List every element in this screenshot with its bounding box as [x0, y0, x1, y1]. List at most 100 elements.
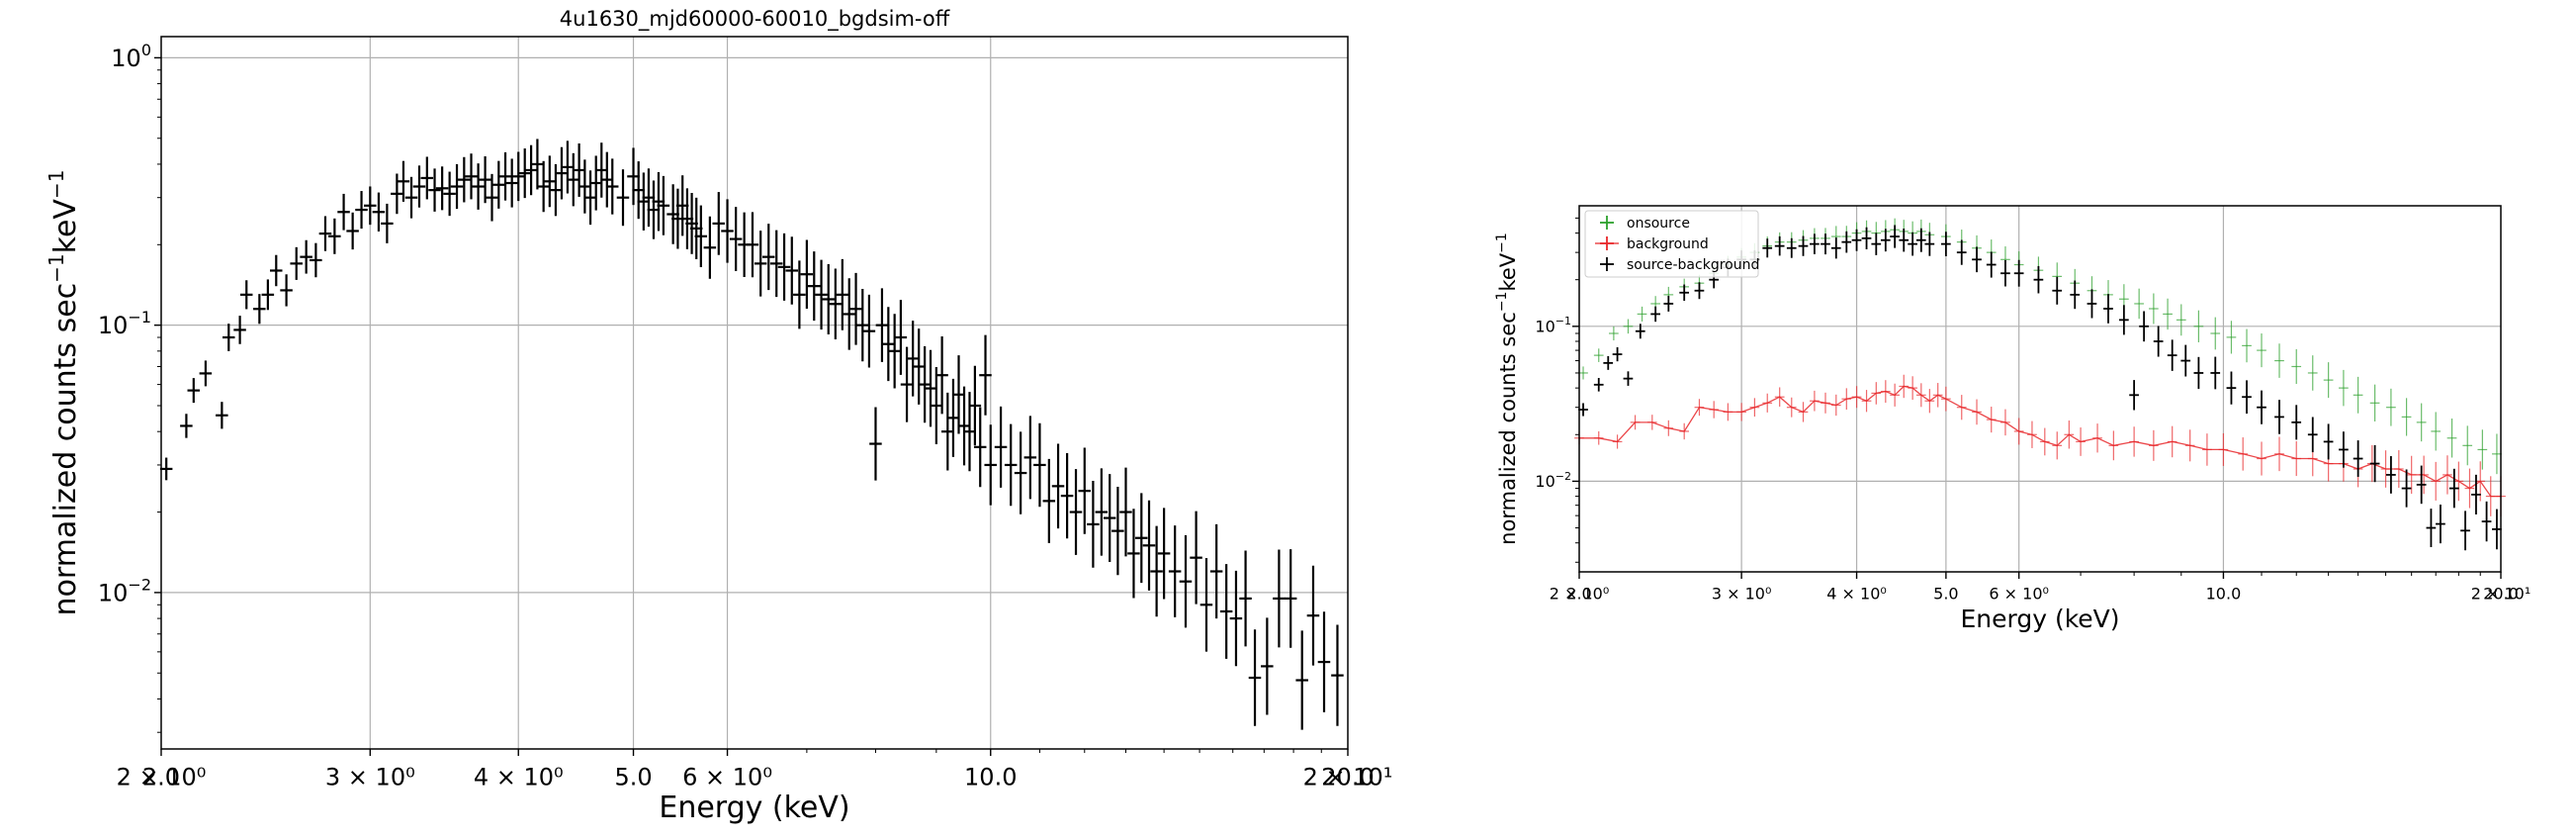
data-point [1630, 415, 1641, 430]
data-point [1650, 306, 1660, 323]
data-point [1851, 386, 1862, 409]
data-point [1134, 493, 1148, 584]
data-point [567, 152, 580, 207]
data-point [543, 155, 557, 208]
data-point [2148, 429, 2159, 461]
data-point [505, 158, 518, 208]
x-tick-label: 5.0 [614, 763, 652, 791]
data-point [2291, 440, 2302, 477]
legend-entry-source-background: source-background [1600, 257, 1759, 273]
data-point [531, 139, 544, 190]
x-axis-label: Energy (keV) [1960, 605, 2119, 633]
data-point [492, 160, 505, 209]
data-point [1810, 233, 1820, 254]
data-point [1749, 398, 1760, 418]
data-point [2242, 328, 2252, 363]
data-point [2406, 455, 2417, 495]
data-point [2436, 504, 2445, 544]
data-point [2257, 333, 2266, 368]
data-point [1774, 387, 1785, 407]
data-point [1851, 229, 1862, 251]
data-point [2000, 409, 2010, 436]
data-point [1095, 468, 1109, 556]
data-point [555, 146, 569, 200]
data-point [1051, 443, 1065, 529]
data-point [1908, 376, 1917, 400]
data-point [1248, 629, 1262, 726]
y-tick-label: 10−2 [1535, 470, 1571, 491]
legend-box [1584, 210, 1759, 278]
data-point [1986, 407, 1997, 433]
data-point [2052, 431, 2063, 460]
y-tick-label: 10−1 [1535, 315, 1571, 335]
data-point [1663, 420, 1674, 436]
data-point [1646, 415, 1657, 430]
data-point [2446, 419, 2457, 458]
data-point [979, 334, 992, 416]
data-point [800, 239, 814, 309]
data-point [875, 288, 889, 362]
data-point [2481, 501, 2492, 542]
data-point [1940, 386, 1951, 412]
data-point [2477, 429, 2488, 470]
data-point [968, 365, 982, 446]
data-point [761, 224, 775, 291]
data-point [2353, 376, 2363, 414]
plot-frame [160, 36, 1349, 750]
data-point [1608, 326, 1619, 341]
data-point [935, 336, 948, 415]
data-point [511, 151, 525, 202]
data-point [573, 142, 585, 197]
data-point [2339, 369, 2349, 407]
data-point [1033, 422, 1046, 508]
data-point [829, 268, 843, 339]
data-point [2353, 440, 2363, 477]
data-point [290, 246, 303, 280]
legend-marker-background [1595, 236, 1619, 250]
data-point [2386, 388, 2396, 426]
data-point [2202, 433, 2212, 466]
data-point [1871, 382, 1882, 405]
data-point [2226, 321, 2237, 354]
data-point [1623, 319, 1634, 334]
data-point [2167, 425, 2177, 458]
data-point [1578, 366, 1588, 380]
data-point [1168, 525, 1182, 617]
data-point [1603, 355, 1614, 370]
data-point [2039, 427, 2050, 456]
legend-marker-onsource [1600, 216, 1614, 230]
data-point [2274, 400, 2284, 434]
data-point [2443, 455, 2452, 495]
data-point [2431, 461, 2442, 501]
data-point [2108, 430, 2119, 461]
data-point [712, 192, 726, 255]
data-point [777, 233, 791, 301]
data-point [1890, 383, 1900, 407]
data-point [2492, 433, 2502, 475]
data-point [2076, 427, 2086, 456]
axis-ticks: 10−2 10−1 2.02 × 10⁰ 3 × 10⁰ 4 × 10⁰ 5.0 6 × 1… [1535, 217, 2531, 604]
data-point [1623, 371, 1634, 386]
data-point [2153, 326, 2164, 357]
data-point [261, 279, 275, 311]
data-point [561, 140, 575, 194]
data-point [1199, 557, 1213, 652]
data-point [2257, 390, 2266, 424]
data-point [2339, 431, 2349, 468]
data-point [450, 163, 464, 210]
x-tick-label: 3 × 10⁰ [1712, 585, 1772, 604]
data-point [1762, 393, 1773, 413]
data-point [1111, 486, 1124, 576]
data-point [1119, 467, 1132, 557]
data-point [1078, 447, 1091, 534]
data-point [486, 173, 498, 222]
data-point [2129, 380, 2139, 411]
x-tick-label: 3 × 10⁰ [325, 763, 415, 791]
x-tick-label: 10.0 [964, 763, 1017, 791]
data-point [2139, 311, 2149, 342]
data-point [2184, 429, 2195, 462]
data-point [216, 402, 228, 429]
data-point [310, 242, 322, 278]
